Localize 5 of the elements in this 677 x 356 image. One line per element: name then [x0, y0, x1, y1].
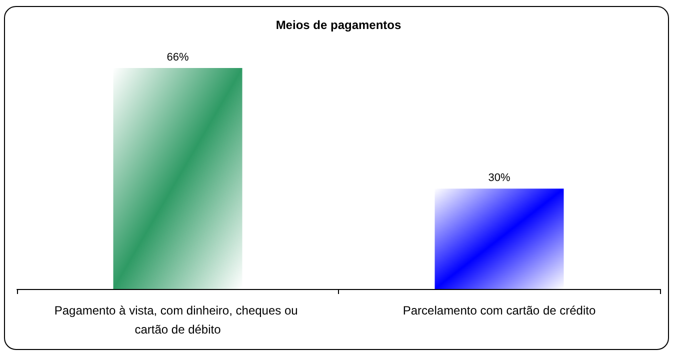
data-label: 30%: [488, 172, 510, 184]
x-tick-label: Pagamento à vista, com dinheiro, cheques ou cartão de débito: [54, 304, 302, 336]
chart-title: Meios de pagamentos: [276, 18, 402, 32]
data-label: 66%: [166, 52, 189, 64]
x-tick-label: Parcelamento com cartão de crédito: [402, 304, 596, 318]
